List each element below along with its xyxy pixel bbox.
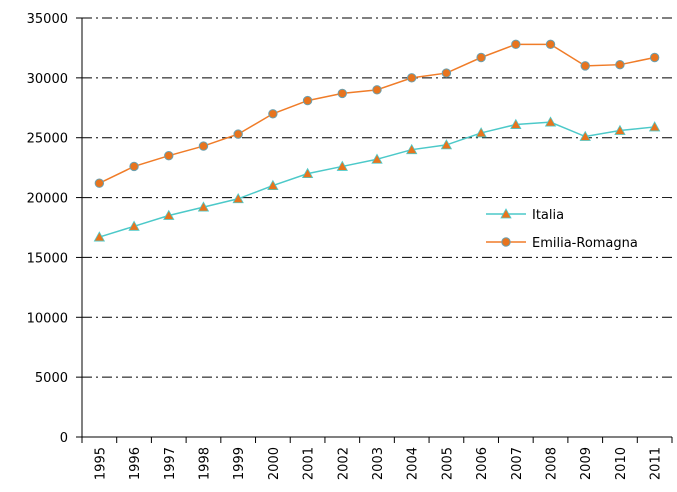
marker [614,124,626,135]
x-tick-label: 1996 [128,447,143,480]
marker [406,143,418,155]
x-tick-label: 1998 [197,447,212,480]
marker [476,52,486,63]
marker [336,160,348,171]
x-tick-label: 2002 [336,447,351,480]
y-tick-label: 10000 [27,311,68,326]
y-tick-label: 30000 [27,72,68,87]
x-tick-label: 2004 [406,447,421,480]
x-tick-label: 1995 [93,447,108,480]
marker [371,153,383,164]
marker [268,109,278,119]
marker [197,201,210,212]
marker [441,68,452,78]
marker [545,39,556,50]
legend-marker [501,237,511,247]
marker [301,167,314,179]
y-tick-label: 15000 [27,251,68,266]
marker [580,61,590,71]
y-tick-label: 35000 [27,12,68,27]
x-tick-label: 2008 [545,447,560,480]
x-tick-label: 2000 [267,447,282,480]
legend-label: Italia [532,208,564,223]
x-tick-label: 2011 [649,447,664,480]
x-tick-label: 2010 [614,447,629,480]
y-tick-label: 25000 [27,132,68,147]
marker [544,116,557,127]
marker [164,150,174,161]
x-tick-label: 2005 [440,447,455,480]
legend: Italia Emilia-Romagna [482,198,670,256]
marker [615,59,625,70]
marker [511,39,521,50]
x-tick-label: 2003 [371,447,386,480]
marker [475,127,487,138]
y-tick-label: 0 [60,431,68,446]
legend-label: Emilia-Romagna [532,236,638,251]
x-tick-label: 1997 [163,447,178,480]
marker [649,52,660,63]
marker [302,95,313,106]
x-tick-label: 2009 [579,447,594,480]
legend-marker [500,208,512,219]
x-tick-label: 2006 [475,447,490,480]
marker [579,130,591,141]
marker [129,161,139,172]
marker [233,129,243,139]
marker [337,88,347,99]
marker [128,220,140,231]
x-tick-label: 2007 [510,447,525,480]
marker [372,85,382,95]
marker [163,209,175,220]
x-tick-label: 1999 [232,447,247,480]
marker [510,118,522,129]
x-tick-label: 2001 [302,447,317,480]
marker [232,192,244,204]
marker [648,121,661,132]
y-tick-label: 5000 [35,371,68,386]
marker [267,179,279,191]
marker [198,141,209,151]
marker [94,178,105,188]
marker [440,139,453,150]
marker [93,231,106,242]
y-tick-label: 20000 [27,192,68,207]
marker [407,73,417,83]
legend-box [482,198,670,256]
